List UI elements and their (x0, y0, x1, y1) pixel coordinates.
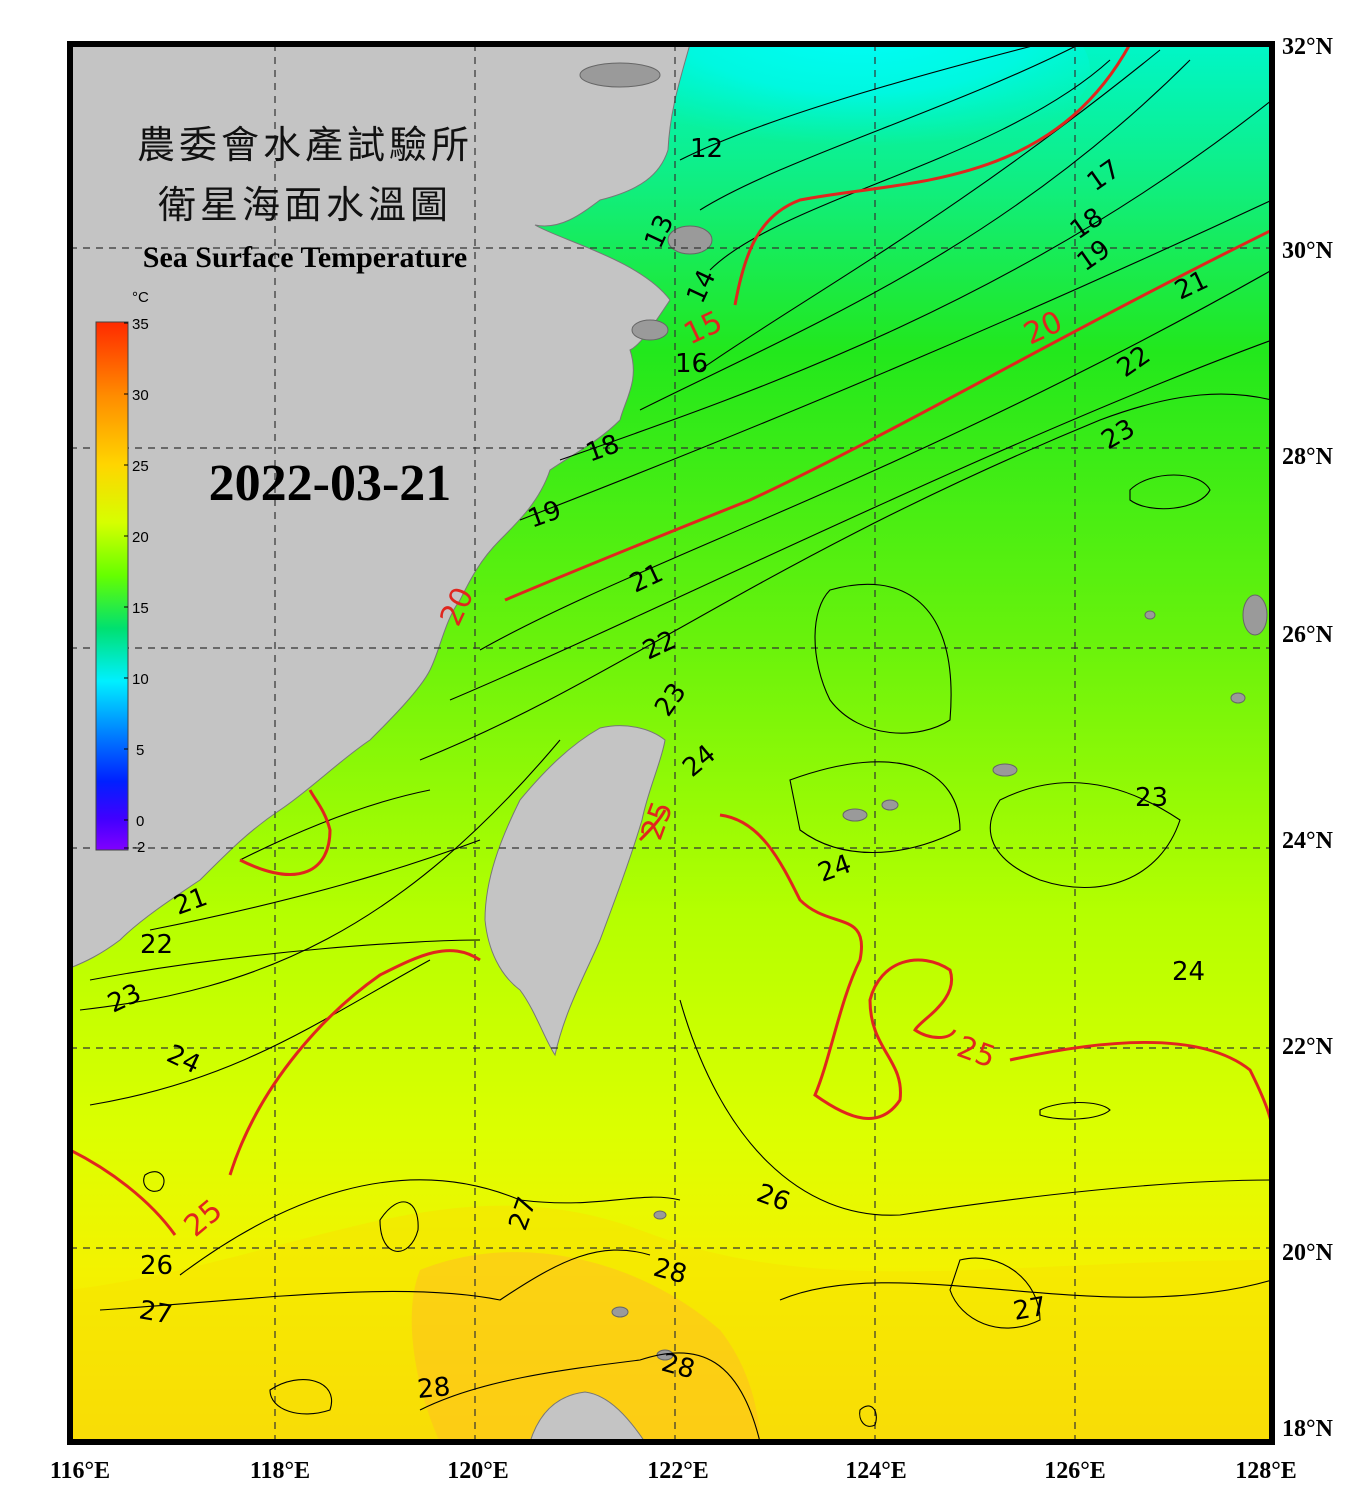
isotherm-25-sw (70, 1148, 177, 1236)
map-date: 2022-03-21 (209, 455, 452, 512)
iso-label-27-w: 27 (137, 1295, 175, 1330)
colorbar-tick-30: 30 (132, 387, 149, 404)
colorbar-gradient (95, 321, 129, 851)
isotherm-20-west (239, 789, 332, 876)
iso-label-23-e: 23 (1135, 783, 1168, 813)
iso-label-22-w: 22 (140, 930, 173, 960)
isotherm-20 (504, 228, 1272, 602)
luzon-land (529, 1391, 646, 1442)
lon-label-116: 116°E (50, 1458, 110, 1484)
iso-label-16: 16 (675, 349, 708, 379)
isotherm-25-east (1009, 1041, 1272, 1131)
colorbar-tick-5: 5 (136, 742, 144, 759)
taiwan-land (484, 725, 666, 1057)
lat-label-26: 26°N (1282, 622, 1334, 648)
map-frame (67, 41, 1275, 1445)
colorbar-tick-35: 35 (132, 316, 149, 333)
title-english: Sea Surface Temperature (143, 241, 467, 274)
lat-label-24: 24°N (1282, 828, 1334, 854)
map-area: 12 13 14 16 17 18 19 21 22 23 18 19 21 2… (70, 44, 1272, 1442)
lat-label-20: 20°N (1282, 1240, 1334, 1266)
colorbar-tick-minus2: -2 (132, 839, 145, 856)
colorbar-tick-15: 15 (132, 600, 149, 617)
isotherms-minor (79, 44, 1272, 1442)
colorbar-unit: °C (132, 289, 149, 306)
lon-label-124: 124°E (845, 1458, 907, 1484)
isotherm-15 (733, 44, 1132, 306)
isotherm-25-taiwan (638, 809, 667, 842)
lon-label-128: 128°E (1235, 1458, 1297, 1484)
colorbar-tick-10: 10 (132, 671, 149, 688)
lat-label-28: 28°N (1282, 444, 1334, 470)
lon-label-122: 122°E (647, 1458, 709, 1484)
longitude-labels: 116°E 118°E 120°E 122°E 124°E 126°E 128°… (50, 1458, 1297, 1484)
colorbar-tick-0: 0 (136, 813, 144, 830)
lon-label-118: 118°E (250, 1458, 310, 1484)
iso-label-26-w: 26 (140, 1251, 173, 1281)
iso-label-27-e: 27 (1011, 1292, 1049, 1327)
colorbar-tick-25: 25 (132, 458, 149, 475)
isotherm-25-west (228, 949, 481, 1176)
cold-water-region (630, 44, 1090, 165)
colorbar-ticks (124, 322, 128, 849)
mainland-land (70, 44, 691, 969)
colorbar-tick-20: 20 (132, 529, 149, 546)
lat-label-30: 30°N (1282, 238, 1334, 264)
lon-label-120: 120°E (447, 1458, 509, 1484)
isotherms-major (70, 44, 1272, 1236)
isotherm-25-central (719, 813, 957, 1120)
title-line1: 農委會水產試驗所 (137, 123, 473, 167)
iso-label-28-sw: 28 (416, 1372, 452, 1405)
iso-label-24-e: 24 (1172, 957, 1205, 987)
title-line2: 衛星海面水溫圖 (158, 183, 452, 227)
latitude-labels: 32°N 30°N 28°N 26°N 24°N 22°N 20°N 18°N (1282, 34, 1334, 1442)
lat-label-32: 32°N (1282, 34, 1334, 60)
lat-label-22: 22°N (1282, 1034, 1334, 1060)
iso-label-12: 12 (690, 134, 723, 164)
lat-label-18: 18°N (1282, 1416, 1334, 1442)
colorbar: °C 35 30 25 20 15 10 5 0 -2 (95, 289, 149, 856)
islands (579, 62, 1268, 1361)
lon-label-126: 126°E (1044, 1458, 1106, 1484)
